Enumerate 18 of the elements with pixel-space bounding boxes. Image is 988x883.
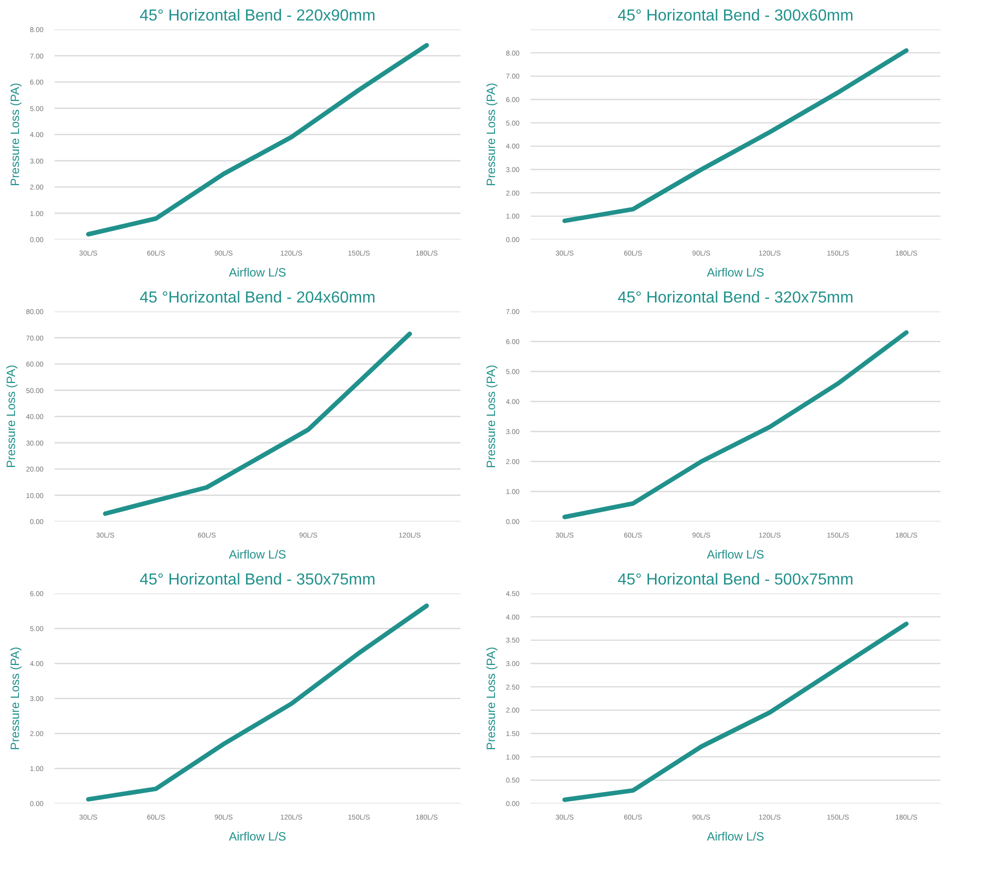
x-axis-title: Airflow L/S [706, 548, 764, 562]
y-axis-title: Pressure Loss (PA) [484, 82, 498, 186]
x-axis-title: Airflow L/S [706, 266, 764, 280]
chart-title: 45° Horizontal Bend - 320x75mm [618, 290, 854, 306]
x-axis-title: Airflow L/S [228, 548, 286, 562]
y-axis-title: Pressure Loss (PA) [8, 646, 22, 750]
chart-title: 45° Horizontal Bend - 220x90mm [140, 8, 376, 24]
chart-title: 45° Horizontal Bend - 300x60mm [618, 8, 854, 24]
chart-title: 45 °Horizontal Bend - 204x60mm [140, 290, 376, 306]
y-axis-title: Pressure Loss (PA) [484, 646, 498, 750]
chart-title: 45° Horizontal Bend - 500x75mm [618, 572, 854, 588]
chart-title: 45° Horizontal Bend - 350x75mm [140, 572, 376, 588]
y-axis-title: Pressure Loss (PA) [8, 82, 22, 186]
y-axis-title: Pressure Loss (PA) [4, 364, 18, 468]
x-axis-title: Airflow L/S [706, 830, 764, 844]
x-axis-title: Airflow L/S [228, 830, 286, 844]
y-axis-title: Pressure Loss (PA) [484, 364, 498, 468]
x-axis-title: Airflow L/S [228, 266, 286, 280]
